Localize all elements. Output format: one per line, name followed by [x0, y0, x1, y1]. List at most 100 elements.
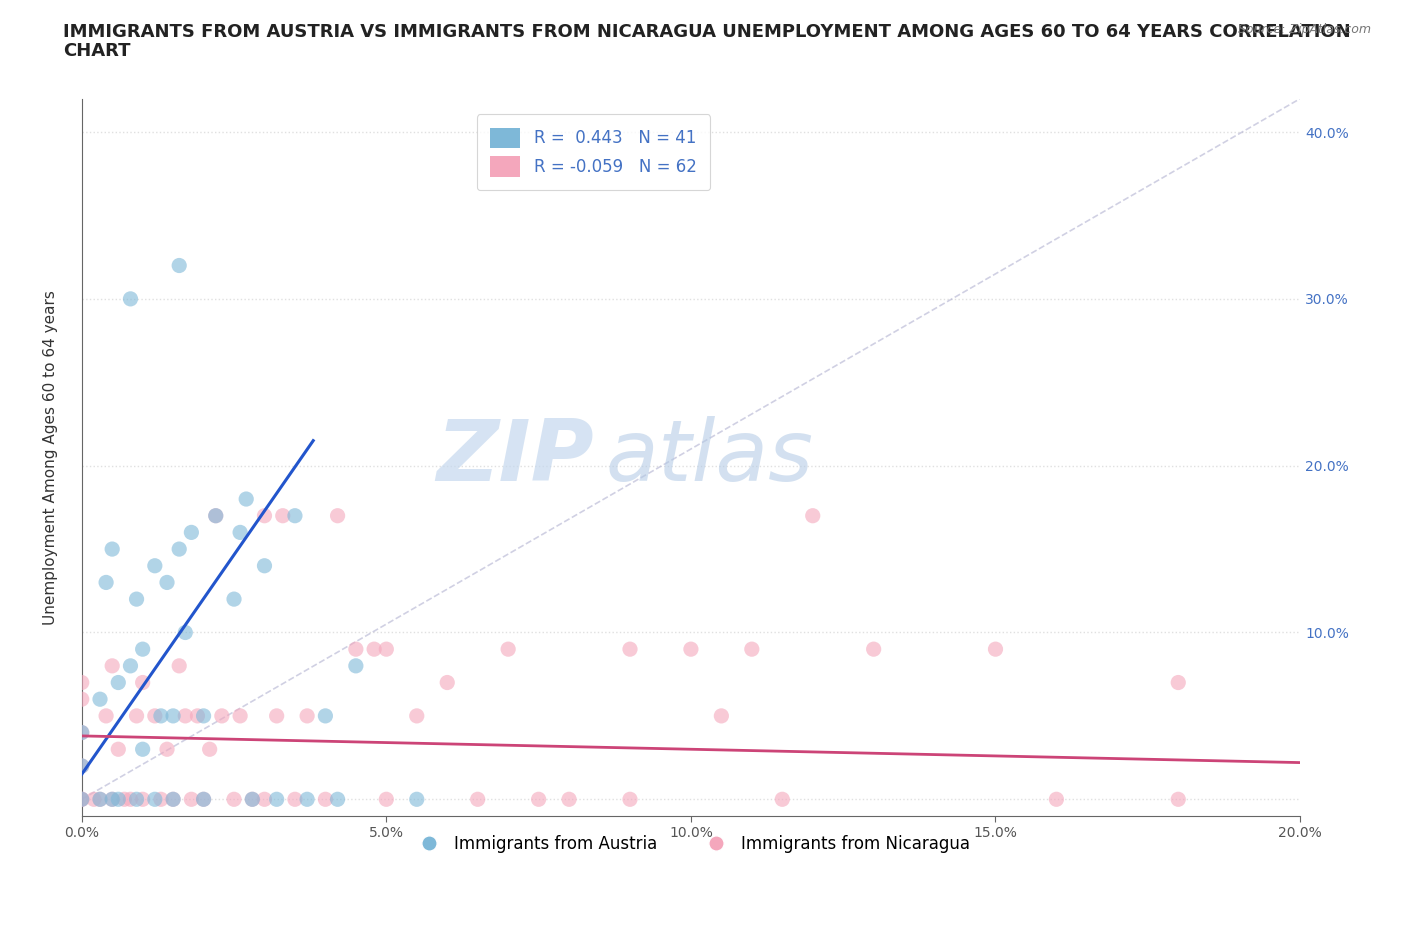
Point [149, 709, 172, 724]
Point [741, 642, 763, 657]
Point [70, 675, 93, 690]
Point [314, 709, 336, 724]
Y-axis label: Unemployment Among Ages 60 to 64 years: Unemployment Among Ages 60 to 64 years [44, 290, 58, 625]
Point [162, 791, 184, 806]
Point [70, 725, 93, 740]
Point [405, 791, 427, 806]
Point [619, 642, 641, 657]
Point [253, 509, 276, 524]
Point [211, 709, 233, 724]
Text: Source: ZipAtlas.com: Source: ZipAtlas.com [1237, 23, 1371, 36]
Point [253, 558, 276, 573]
Point [70, 791, 93, 806]
Point [167, 541, 190, 556]
Point [193, 709, 215, 724]
Point [295, 791, 318, 806]
Point [125, 791, 148, 806]
Point [174, 709, 197, 724]
Point [984, 642, 1007, 657]
Point [1167, 791, 1189, 806]
Point [436, 675, 458, 690]
Point [94, 709, 117, 724]
Point [344, 658, 367, 673]
Point [558, 791, 581, 806]
Point [149, 791, 172, 806]
Text: ZIP: ZIP [436, 416, 593, 498]
Point [112, 791, 135, 806]
Point [120, 791, 142, 806]
Point [83, 791, 105, 806]
Point [284, 509, 307, 524]
Point [222, 791, 245, 806]
Point [375, 642, 398, 657]
Point [70, 692, 93, 707]
Point [314, 791, 336, 806]
Point [222, 591, 245, 606]
Point [253, 791, 276, 806]
Point [101, 791, 124, 806]
Point [70, 759, 93, 774]
Point [266, 791, 288, 806]
Point [120, 291, 142, 306]
Point [295, 709, 318, 724]
Point [143, 791, 166, 806]
Point [101, 541, 124, 556]
Point [204, 509, 226, 524]
Point [344, 642, 367, 657]
Point [131, 791, 153, 806]
Point [801, 509, 824, 524]
Point [375, 791, 398, 806]
Text: IMMIGRANTS FROM AUSTRIA VS IMMIGRANTS FROM NICARAGUA UNEMPLOYMENT AMONG AGES 60 : IMMIGRANTS FROM AUSTRIA VS IMMIGRANTS FR… [63, 23, 1351, 41]
Point [198, 742, 221, 757]
Point [527, 791, 550, 806]
Point [271, 509, 294, 524]
Point [229, 525, 252, 539]
Point [162, 791, 184, 806]
Point [167, 258, 190, 272]
Point [70, 791, 93, 806]
Point [862, 642, 884, 657]
Point [70, 725, 93, 740]
Point [107, 675, 129, 690]
Point [1045, 791, 1067, 806]
Point [770, 791, 793, 806]
Point [120, 658, 142, 673]
Point [467, 791, 489, 806]
Point [363, 642, 385, 657]
Point [125, 709, 148, 724]
Point [284, 791, 307, 806]
Point [710, 709, 733, 724]
Text: atlas: atlas [606, 416, 814, 498]
Point [101, 658, 124, 673]
Point [70, 791, 93, 806]
Text: CHART: CHART [63, 42, 131, 60]
Point [235, 492, 257, 507]
Point [94, 575, 117, 590]
Point [679, 642, 702, 657]
Point [143, 709, 166, 724]
Point [162, 709, 184, 724]
Point [89, 791, 111, 806]
Point [89, 791, 111, 806]
Point [240, 791, 263, 806]
Point [326, 509, 349, 524]
Point [174, 625, 197, 640]
Point [107, 742, 129, 757]
Point [180, 791, 202, 806]
Point [125, 591, 148, 606]
Point [186, 709, 208, 724]
Point [240, 791, 263, 806]
Point [131, 742, 153, 757]
Point [193, 791, 215, 806]
Point [180, 525, 202, 539]
Point [101, 791, 124, 806]
Point [131, 675, 153, 690]
Point [156, 575, 179, 590]
Point [89, 692, 111, 707]
Point [496, 642, 519, 657]
Point [143, 558, 166, 573]
Point [167, 658, 190, 673]
Point [204, 509, 226, 524]
Point [193, 791, 215, 806]
Point [70, 759, 93, 774]
